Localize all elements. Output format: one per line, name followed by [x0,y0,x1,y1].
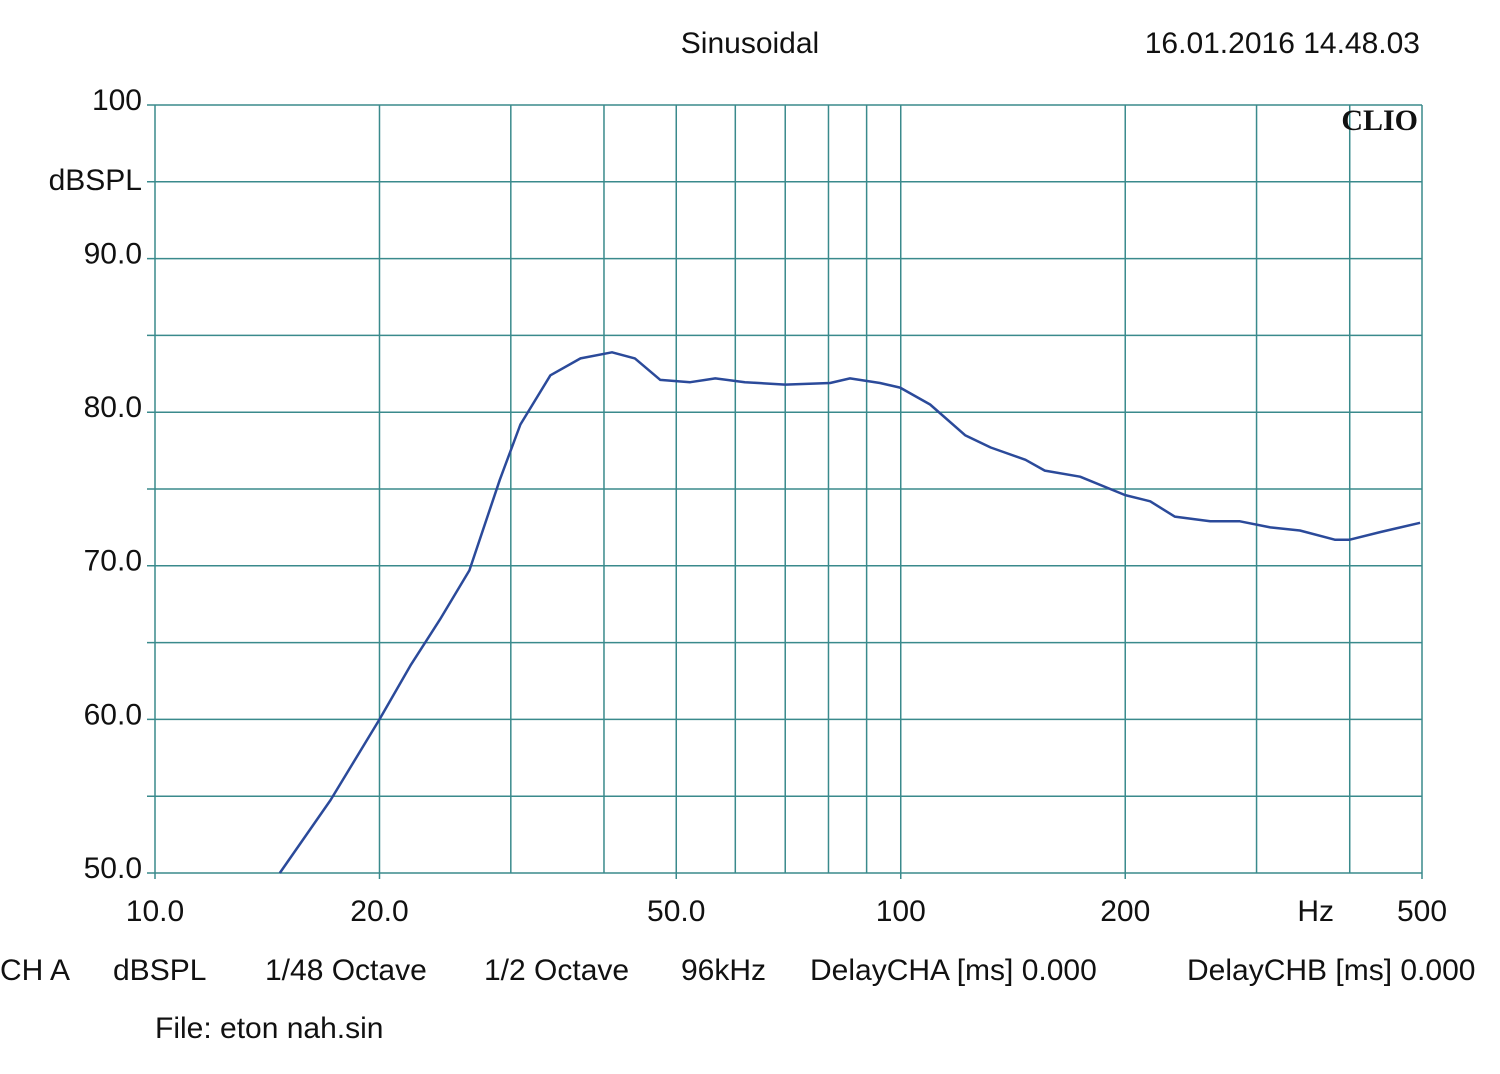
footer-item: 1/2 Octave [484,954,629,987]
brand: CLIO [1341,104,1418,137]
y-tick-label: 90.0 [84,238,142,271]
timestamp: 16.01.2016 14.48.03 [1145,27,1420,60]
y-tick-label: 50.0 [84,852,142,885]
footer-item: dBSPL [113,954,206,987]
y-axis-label: dBSPL [49,164,142,197]
x-tick-label: 200 [1100,895,1150,928]
footer-item: 96kHz [681,954,766,987]
y-tick-label: 80.0 [84,391,142,424]
x-tick-label: 20.0 [350,895,408,928]
footer-item: DelayCHA [ms] 0.000 [810,954,1097,987]
y-tick-label: 100 [92,84,142,117]
x-axis-label: Hz [1297,895,1334,928]
footer-item: CH A [0,954,70,987]
response-curve [278,351,1421,874]
x-tick-label: 500 [1397,895,1447,928]
file-name: File: eton nah.sin [155,1012,383,1045]
footer-item: 1/48 Octave [265,954,427,987]
y-tick-label: 70.0 [84,545,142,578]
y-tick-label: 60.0 [84,698,142,731]
x-tick-label: 50.0 [647,895,705,928]
x-tick-label: 100 [876,895,926,928]
x-tick-label: 10.0 [126,895,184,928]
chart-title: Sinusoidal [681,27,819,60]
footer-item: DelayCHB [ms] 0.000 [1187,954,1475,987]
